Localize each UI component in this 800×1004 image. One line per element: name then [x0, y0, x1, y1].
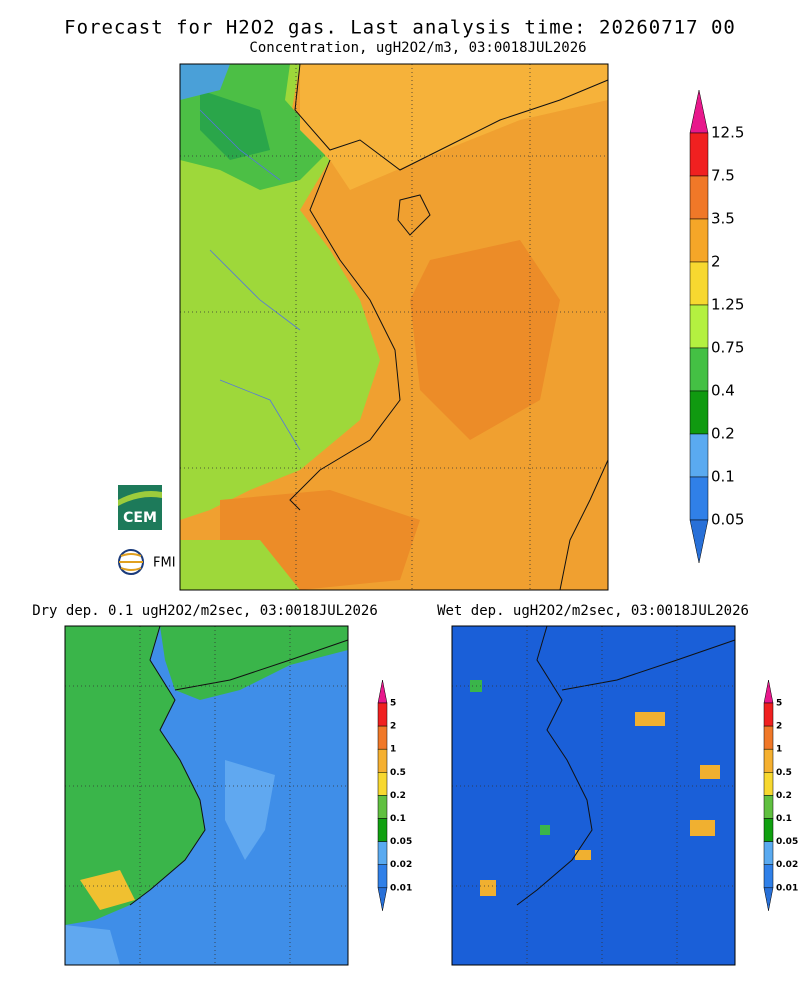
colorbar-segment [689, 476, 709, 521]
colorbar-label: 1 [390, 745, 396, 755]
colorbar-label: 7.5 [711, 167, 735, 185]
colorbar-segment [763, 795, 774, 819]
colorbar-label: 2 [776, 722, 782, 732]
dry-dep-map [64, 625, 349, 966]
fmi-logo: FMI [118, 549, 176, 575]
colorbar-bottom [763, 887, 774, 911]
colorbar-segment [689, 261, 709, 306]
colorbar-label: 0.4 [711, 382, 735, 400]
colorbar-segment [377, 795, 388, 819]
colorbar-segment [763, 841, 774, 865]
colorbar-segment [763, 748, 774, 773]
colorbar-segment [689, 175, 709, 220]
colorbar-label: 0.75 [711, 339, 744, 357]
colorbar-segment [763, 772, 774, 796]
colorbar-label: 0.2 [390, 791, 406, 801]
main-map [179, 63, 609, 591]
colorbar-label: 2 [711, 253, 721, 271]
subtitle: Concentration, ugH2O2/m3, 03:0018JUL2026 [249, 40, 586, 56]
colorbar-bottom [689, 519, 709, 564]
colorbar-label: 0.02 [390, 860, 412, 870]
colorbar-segment [377, 702, 388, 727]
colorbar-label: 0.02 [776, 860, 798, 870]
colorbar-label: 0.5 [390, 768, 406, 778]
colorbar-label: 0.05 [390, 837, 412, 847]
colorbar-label: 0.05 [776, 837, 798, 847]
colorbar-label: 2 [390, 722, 396, 732]
colorbar-segment [689, 433, 709, 478]
colorbar-label: 1.25 [711, 296, 744, 314]
colorbar-segment [689, 347, 709, 392]
colorbar-label: 0.1 [711, 468, 735, 486]
colorbar-segment [763, 864, 774, 889]
colorbar-segment [763, 818, 774, 842]
colorbar-segment [689, 390, 709, 435]
colorbar-segment [377, 725, 388, 750]
colorbar-segment [377, 841, 388, 865]
colorbar-top [377, 679, 388, 704]
colorbar-top [689, 89, 709, 134]
logo-text: CEM [123, 510, 157, 526]
logo-text: FMI [153, 556, 176, 571]
colorbar-segment [377, 748, 388, 773]
colorbar-label: 1 [776, 745, 782, 755]
colorbar-label: 0.2 [776, 791, 792, 801]
colorbar-label: 0.5 [776, 768, 792, 778]
colorbar-segment [377, 818, 388, 842]
panel-title: Wet dep. ugH2O2/m2sec, 03:0018JUL2026 [437, 603, 749, 619]
colorbar-label: 0.2 [711, 425, 735, 443]
panel-title: Dry dep. 0.1 ugH2O2/m2sec, 03:0018JUL202… [32, 603, 378, 619]
colorbar-segment [689, 218, 709, 263]
colorbar-label: 12.5 [711, 124, 744, 142]
colorbar-label: 0.1 [390, 814, 406, 824]
colorbar-bottom [377, 887, 388, 911]
colorbar-label: 0.01 [390, 883, 412, 893]
colorbar-label: 5 [390, 699, 396, 709]
colorbar-segment [689, 304, 709, 349]
colorbar-segment [377, 864, 388, 889]
cem-logo: CEM [118, 485, 162, 530]
colorbar-segment [763, 725, 774, 750]
colorbar-segment [377, 772, 388, 796]
wet-dep-map [451, 625, 736, 966]
colorbar-label: 3.5 [711, 210, 735, 228]
colorbar-label: 0.01 [776, 883, 798, 893]
colorbar-segment [689, 132, 709, 177]
colorbar-label: 5 [776, 699, 782, 709]
colorbar-label: 0.05 [711, 511, 744, 529]
colorbar-segment [763, 702, 774, 727]
colorbar-top [763, 679, 774, 704]
title: Forecast for H2O2 gas. Last analysis tim… [64, 17, 736, 39]
colorbar-label: 0.1 [776, 814, 792, 824]
